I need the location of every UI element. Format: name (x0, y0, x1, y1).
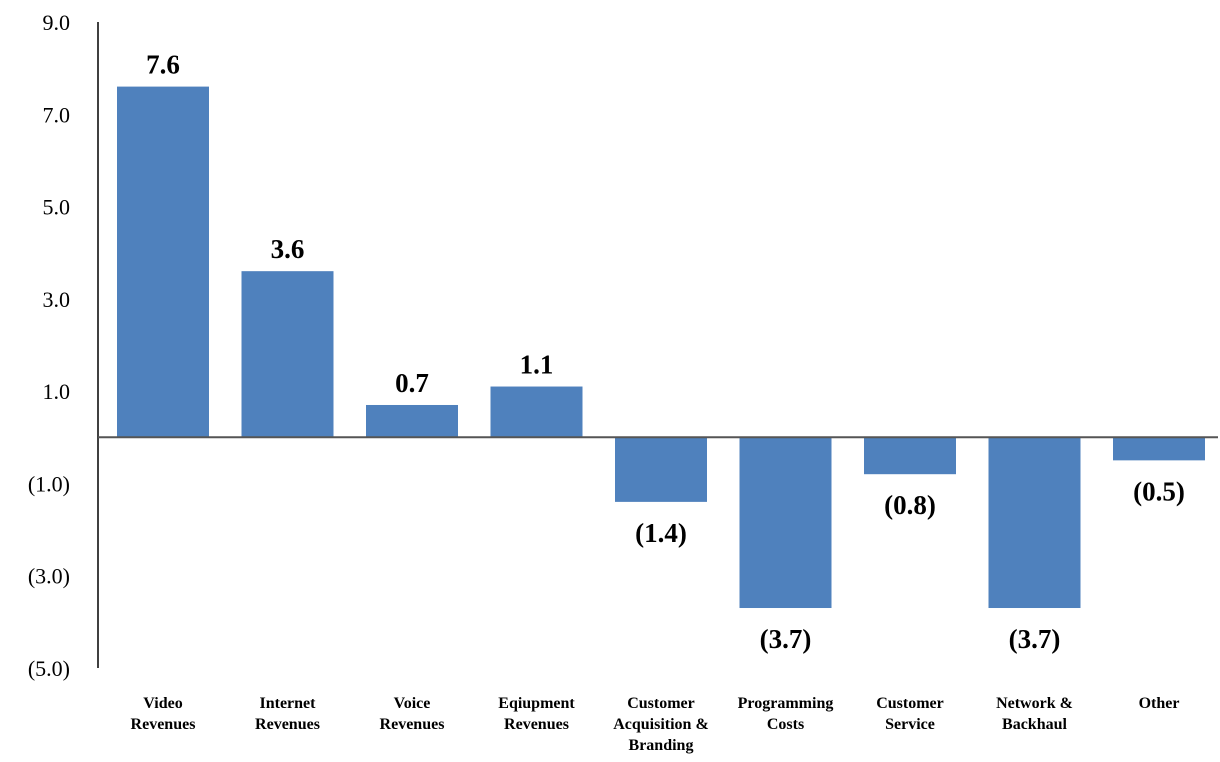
y-axis-tick-labels: 9.0 7.0 5.0 3.0 1.0 (1.0) (3.0) (5.0) (28, 10, 70, 681)
bar (241, 271, 334, 438)
bars (117, 86, 1205, 609)
category-labels: Video Revenues Internet Revenues Voice Revenu… (131, 695, 1180, 754)
category-label: Customer Service (876, 695, 944, 733)
bar (988, 437, 1081, 609)
data-label: 0.7 (395, 368, 429, 398)
bar (615, 437, 707, 502)
category-label: Eqiupment Revenues (498, 695, 575, 733)
y-tick-label: 1.0 (43, 379, 71, 404)
data-label: (3.7) (760, 624, 812, 654)
category-label: Internet Revenues (255, 695, 320, 733)
bar (864, 437, 956, 475)
y-tick-label: 9.0 (43, 10, 71, 35)
data-labels: 7.6 3.6 0.7 1.1 (1.4) (3.7) (0.8) (3.7) (0.5) (146, 50, 1185, 654)
data-label: 1.1 (520, 350, 554, 380)
data-label: (0.5) (1133, 476, 1185, 506)
category-label: Programming Costs (738, 695, 834, 733)
category-label: Customer Acquisition & Branding (613, 695, 709, 754)
y-tick-label: (1.0) (28, 471, 70, 496)
category-label: Video Revenues (131, 695, 196, 733)
data-label: 3.6 (271, 234, 305, 264)
bar (366, 404, 458, 438)
y-tick-label: (5.0) (28, 656, 70, 681)
category-label: Other (1139, 695, 1180, 712)
data-label: (1.4) (635, 518, 687, 548)
bar (739, 437, 832, 609)
bar (117, 86, 209, 438)
bar (490, 386, 583, 438)
data-label: (0.8) (884, 490, 936, 520)
y-tick-label: (3.0) (28, 564, 70, 589)
bar (1113, 437, 1205, 461)
data-label: 7.6 (146, 50, 180, 80)
y-tick-label: 7.0 (43, 102, 71, 127)
category-label: Voice Revenues (380, 695, 445, 733)
data-label: (3.7) (1009, 624, 1061, 654)
category-label: Network & Backhaul (996, 695, 1073, 733)
y-tick-label: 5.0 (43, 195, 71, 220)
y-tick-label: 3.0 (43, 287, 71, 312)
